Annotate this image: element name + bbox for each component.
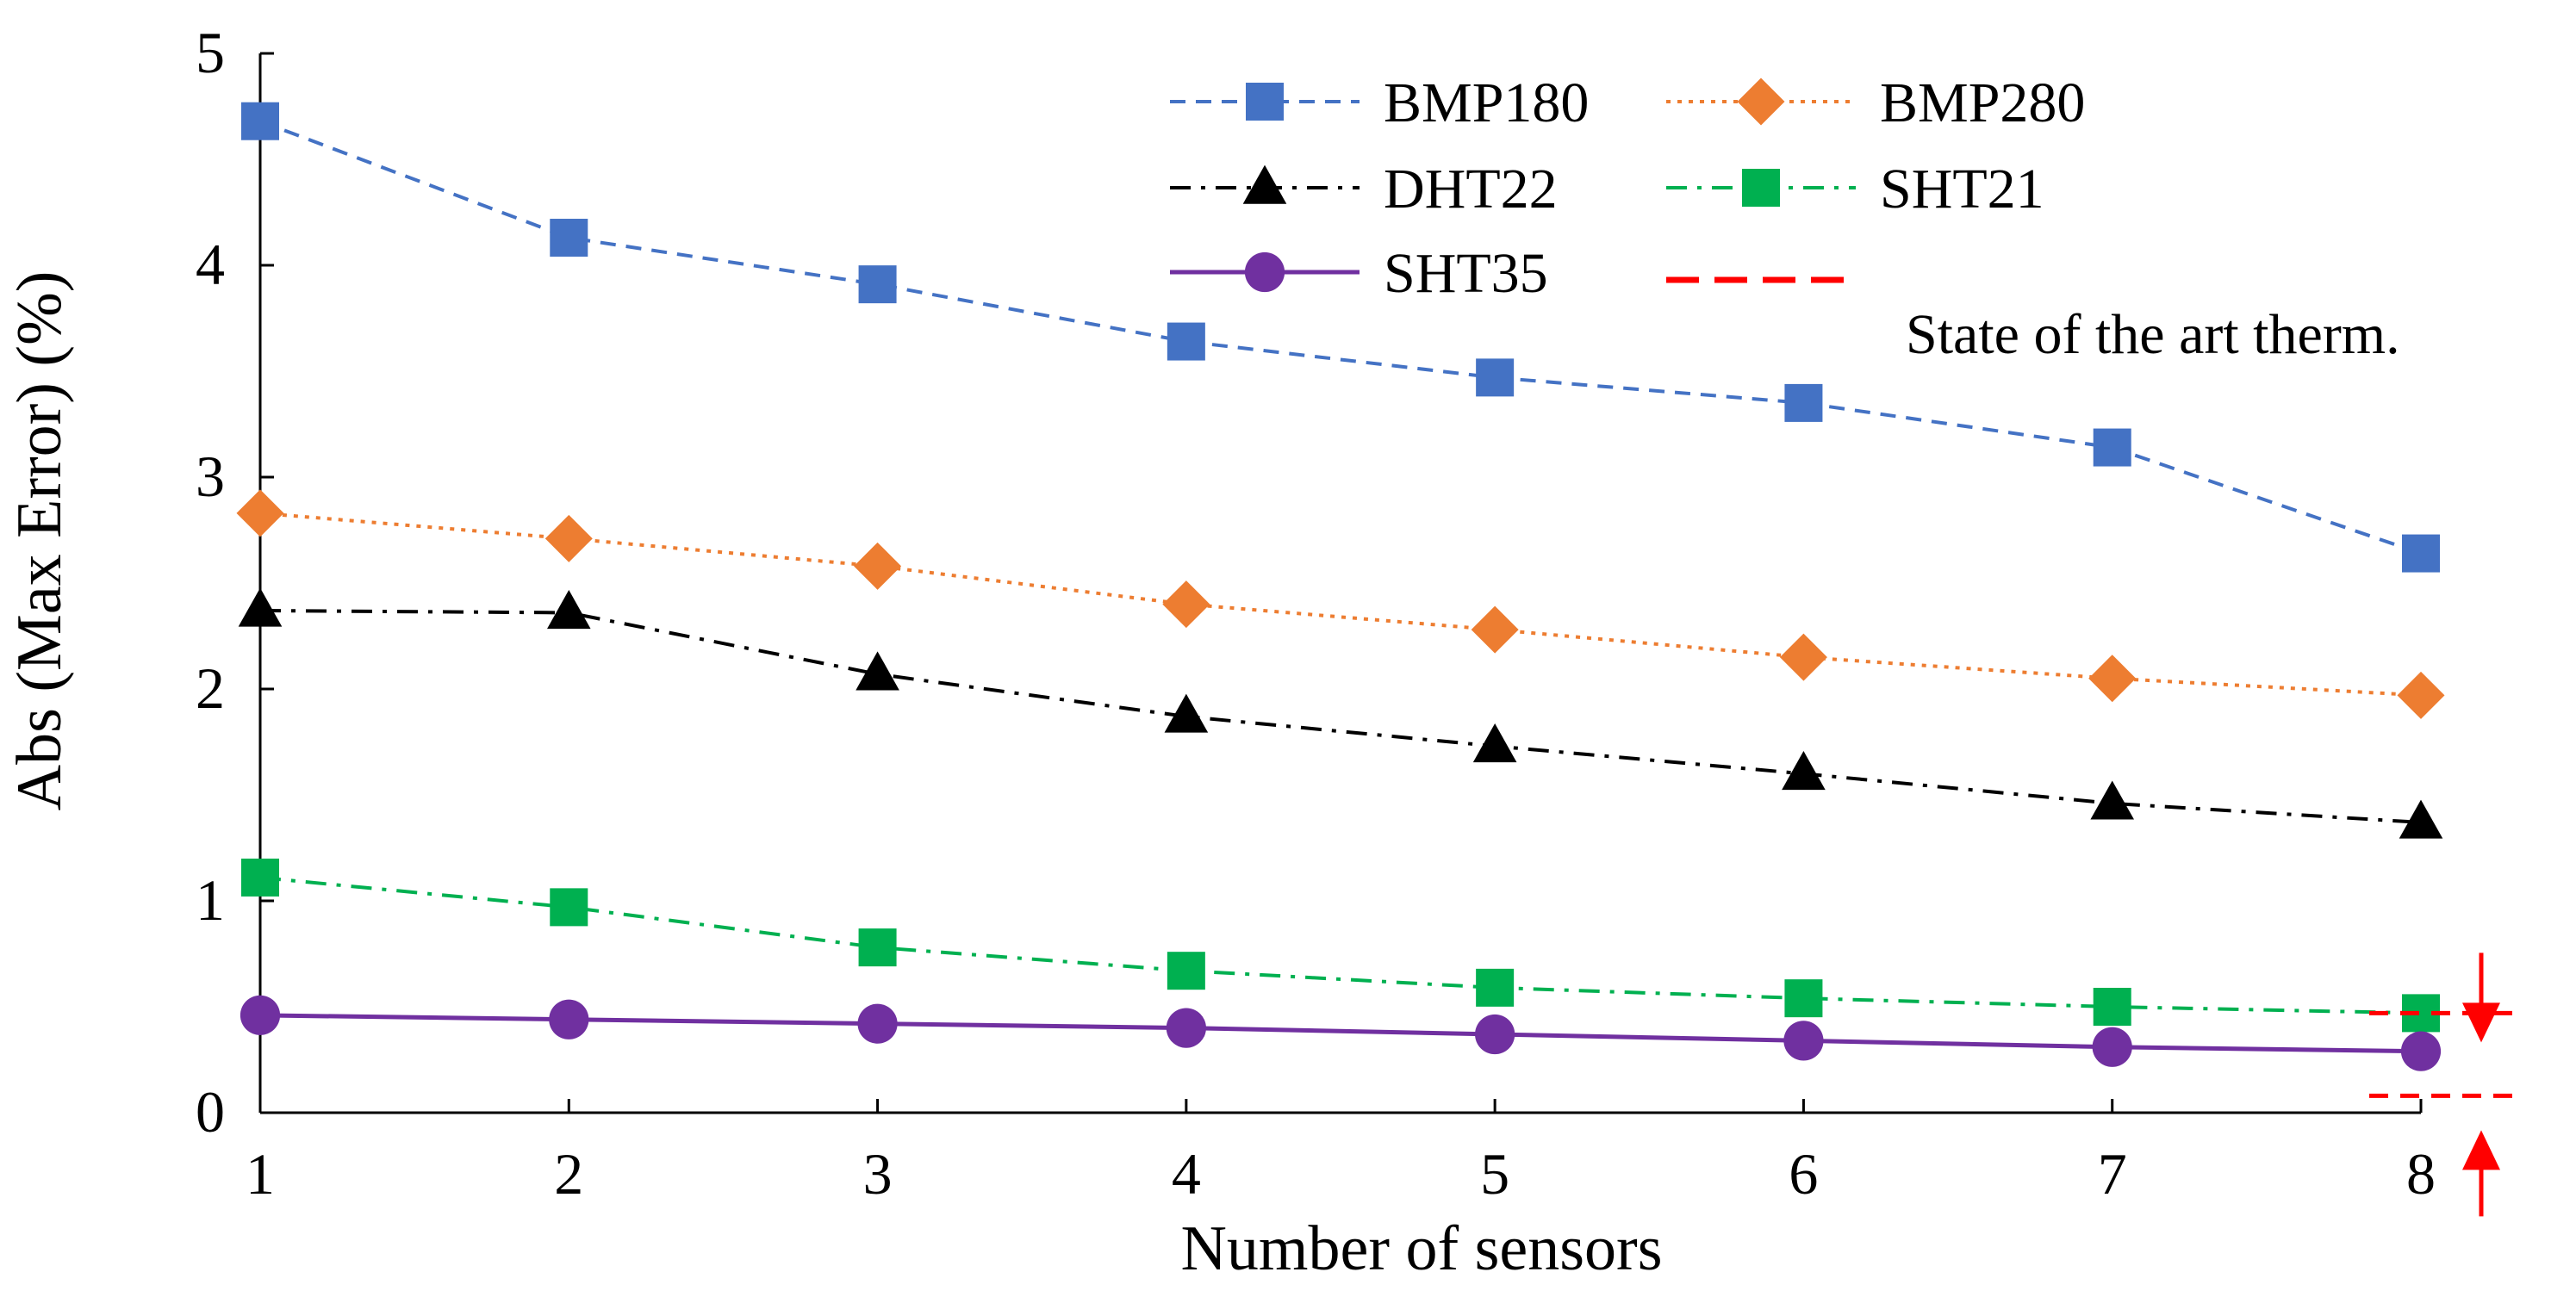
legend-marker-bmp180	[1246, 83, 1284, 121]
x-ticks: 1 2 3 4 5 6 7 8	[246, 1099, 2436, 1207]
series-bmp280	[236, 489, 2445, 719]
data-point-bmp180	[241, 102, 279, 140]
data-point-sht35	[549, 999, 589, 1039]
data-point-dht22	[1472, 723, 1517, 763]
data-point-sht21	[1167, 952, 1205, 990]
data-point-bmp280	[236, 489, 284, 537]
y-axis-title: Abs (Max Error) (%)	[4, 271, 75, 811]
y-tick-label: 0	[196, 1079, 225, 1145]
legend-item-dht22: DHT22	[1170, 158, 1558, 220]
x-axis-title: Number of sensors	[1180, 1213, 1662, 1284]
series-sht21	[241, 858, 2440, 1033]
y-tick-label: 3	[196, 444, 225, 509]
data-point-bmp280	[1779, 633, 1827, 681]
y-tick-label: 4	[196, 232, 225, 297]
axes	[258, 53, 2421, 1114]
data-point-sht35	[240, 995, 281, 1035]
legend-item-sht21: SHT21	[1666, 158, 2044, 220]
data-point-bmp180	[1476, 358, 1515, 397]
legend-label-reference: State of the art therm.	[1906, 303, 2400, 366]
x-tick-label: 4	[1172, 1141, 1201, 1207]
series-line-bmp280	[259, 511, 2422, 698]
series-line-dht22	[259, 608, 2422, 824]
data-point-sht35	[2092, 1027, 2132, 1067]
data-point-sht35	[1783, 1021, 1824, 1061]
data-point-dht22	[238, 587, 283, 627]
reference-band	[2369, 953, 2517, 1217]
legend-marker-sht35	[1244, 251, 1285, 293]
data-point-bmp180	[2402, 534, 2440, 573]
x-tick-label: 1	[246, 1141, 275, 1207]
legend-label-bmp280: BMP280	[1880, 71, 2085, 134]
data-point-bmp180	[1784, 383, 1823, 422]
legend-marker-bmp280	[1737, 78, 1785, 126]
x-tick-label: 6	[1789, 1141, 1818, 1207]
data-point-sht35	[1166, 1008, 1206, 1048]
data-point-sht35	[1475, 1014, 1515, 1055]
legend-label-sht35: SHT35	[1384, 242, 1548, 305]
data-point-bmp180	[2093, 428, 2131, 467]
data-point-dht22	[2090, 780, 2135, 820]
arrow-up-icon	[2462, 1130, 2500, 1170]
legend-marker-sht21	[1742, 169, 1780, 207]
y-ticks: 0 1 2 3 4 5	[196, 20, 274, 1145]
legend: BMP180 BMP280 DHT22 SHT21 SHT35 State of the …	[1170, 71, 2400, 366]
arrow-down-icon	[2462, 1002, 2500, 1043]
data-point-bmp180	[858, 265, 897, 304]
data-point-sht21	[858, 928, 897, 967]
legend-label-dht22: DHT22	[1384, 158, 1558, 220]
data-point-bmp180	[550, 219, 588, 258]
data-point-dht22	[856, 651, 899, 691]
series-line-sht21	[259, 875, 2422, 1015]
data-point-dht22	[546, 590, 591, 630]
series-dht22	[238, 587, 2443, 839]
series-sht35	[240, 995, 2442, 1071]
legend-marker-dht22	[1242, 164, 1287, 204]
data-point-sht21	[2093, 988, 2131, 1026]
data-point-bmp280	[2088, 655, 2137, 703]
x-tick-label: 3	[863, 1141, 893, 1207]
y-tick-label: 1	[196, 867, 225, 933]
y-tick-label: 2	[196, 655, 225, 721]
legend-item-sht35: SHT35	[1170, 242, 1548, 305]
data-point-sht35	[857, 1003, 898, 1044]
legend-item-bmp180: BMP180	[1170, 71, 1589, 134]
data-point-sht35	[2400, 1031, 2442, 1071]
x-tick-label: 5	[1480, 1141, 1509, 1207]
x-tick-label: 8	[2406, 1141, 2436, 1207]
data-point-bmp280	[544, 514, 593, 562]
data-point-dht22	[2399, 799, 2443, 839]
x-tick-label: 2	[554, 1141, 583, 1207]
legend-label-sht21: SHT21	[1880, 158, 2044, 220]
data-point-bmp280	[1162, 580, 1210, 629]
x-tick-label: 7	[2098, 1141, 2127, 1207]
legend-label-bmp180: BMP180	[1384, 71, 1589, 134]
legend-item-reference: State of the art therm.	[1666, 276, 2400, 366]
data-point-sht21	[1476, 968, 1515, 1007]
series-bmp180	[241, 102, 2440, 573]
series-line-sht35	[259, 1013, 2422, 1054]
series-line-bmp180	[259, 119, 2422, 555]
data-point-sht21	[550, 888, 588, 927]
data-point-dht22	[1782, 751, 1826, 791]
data-point-dht22	[1164, 693, 1209, 733]
data-point-sht21	[1784, 979, 1823, 1018]
data-point-sht21	[241, 858, 279, 897]
legend-item-bmp280: BMP280	[1666, 71, 2085, 134]
series-layer	[236, 102, 2445, 1071]
y-tick-label: 5	[196, 20, 225, 85]
data-point-bmp180	[1167, 322, 1205, 361]
data-point-bmp280	[1471, 605, 1519, 654]
data-point-bmp280	[854, 542, 902, 590]
data-point-bmp280	[2397, 671, 2445, 719]
